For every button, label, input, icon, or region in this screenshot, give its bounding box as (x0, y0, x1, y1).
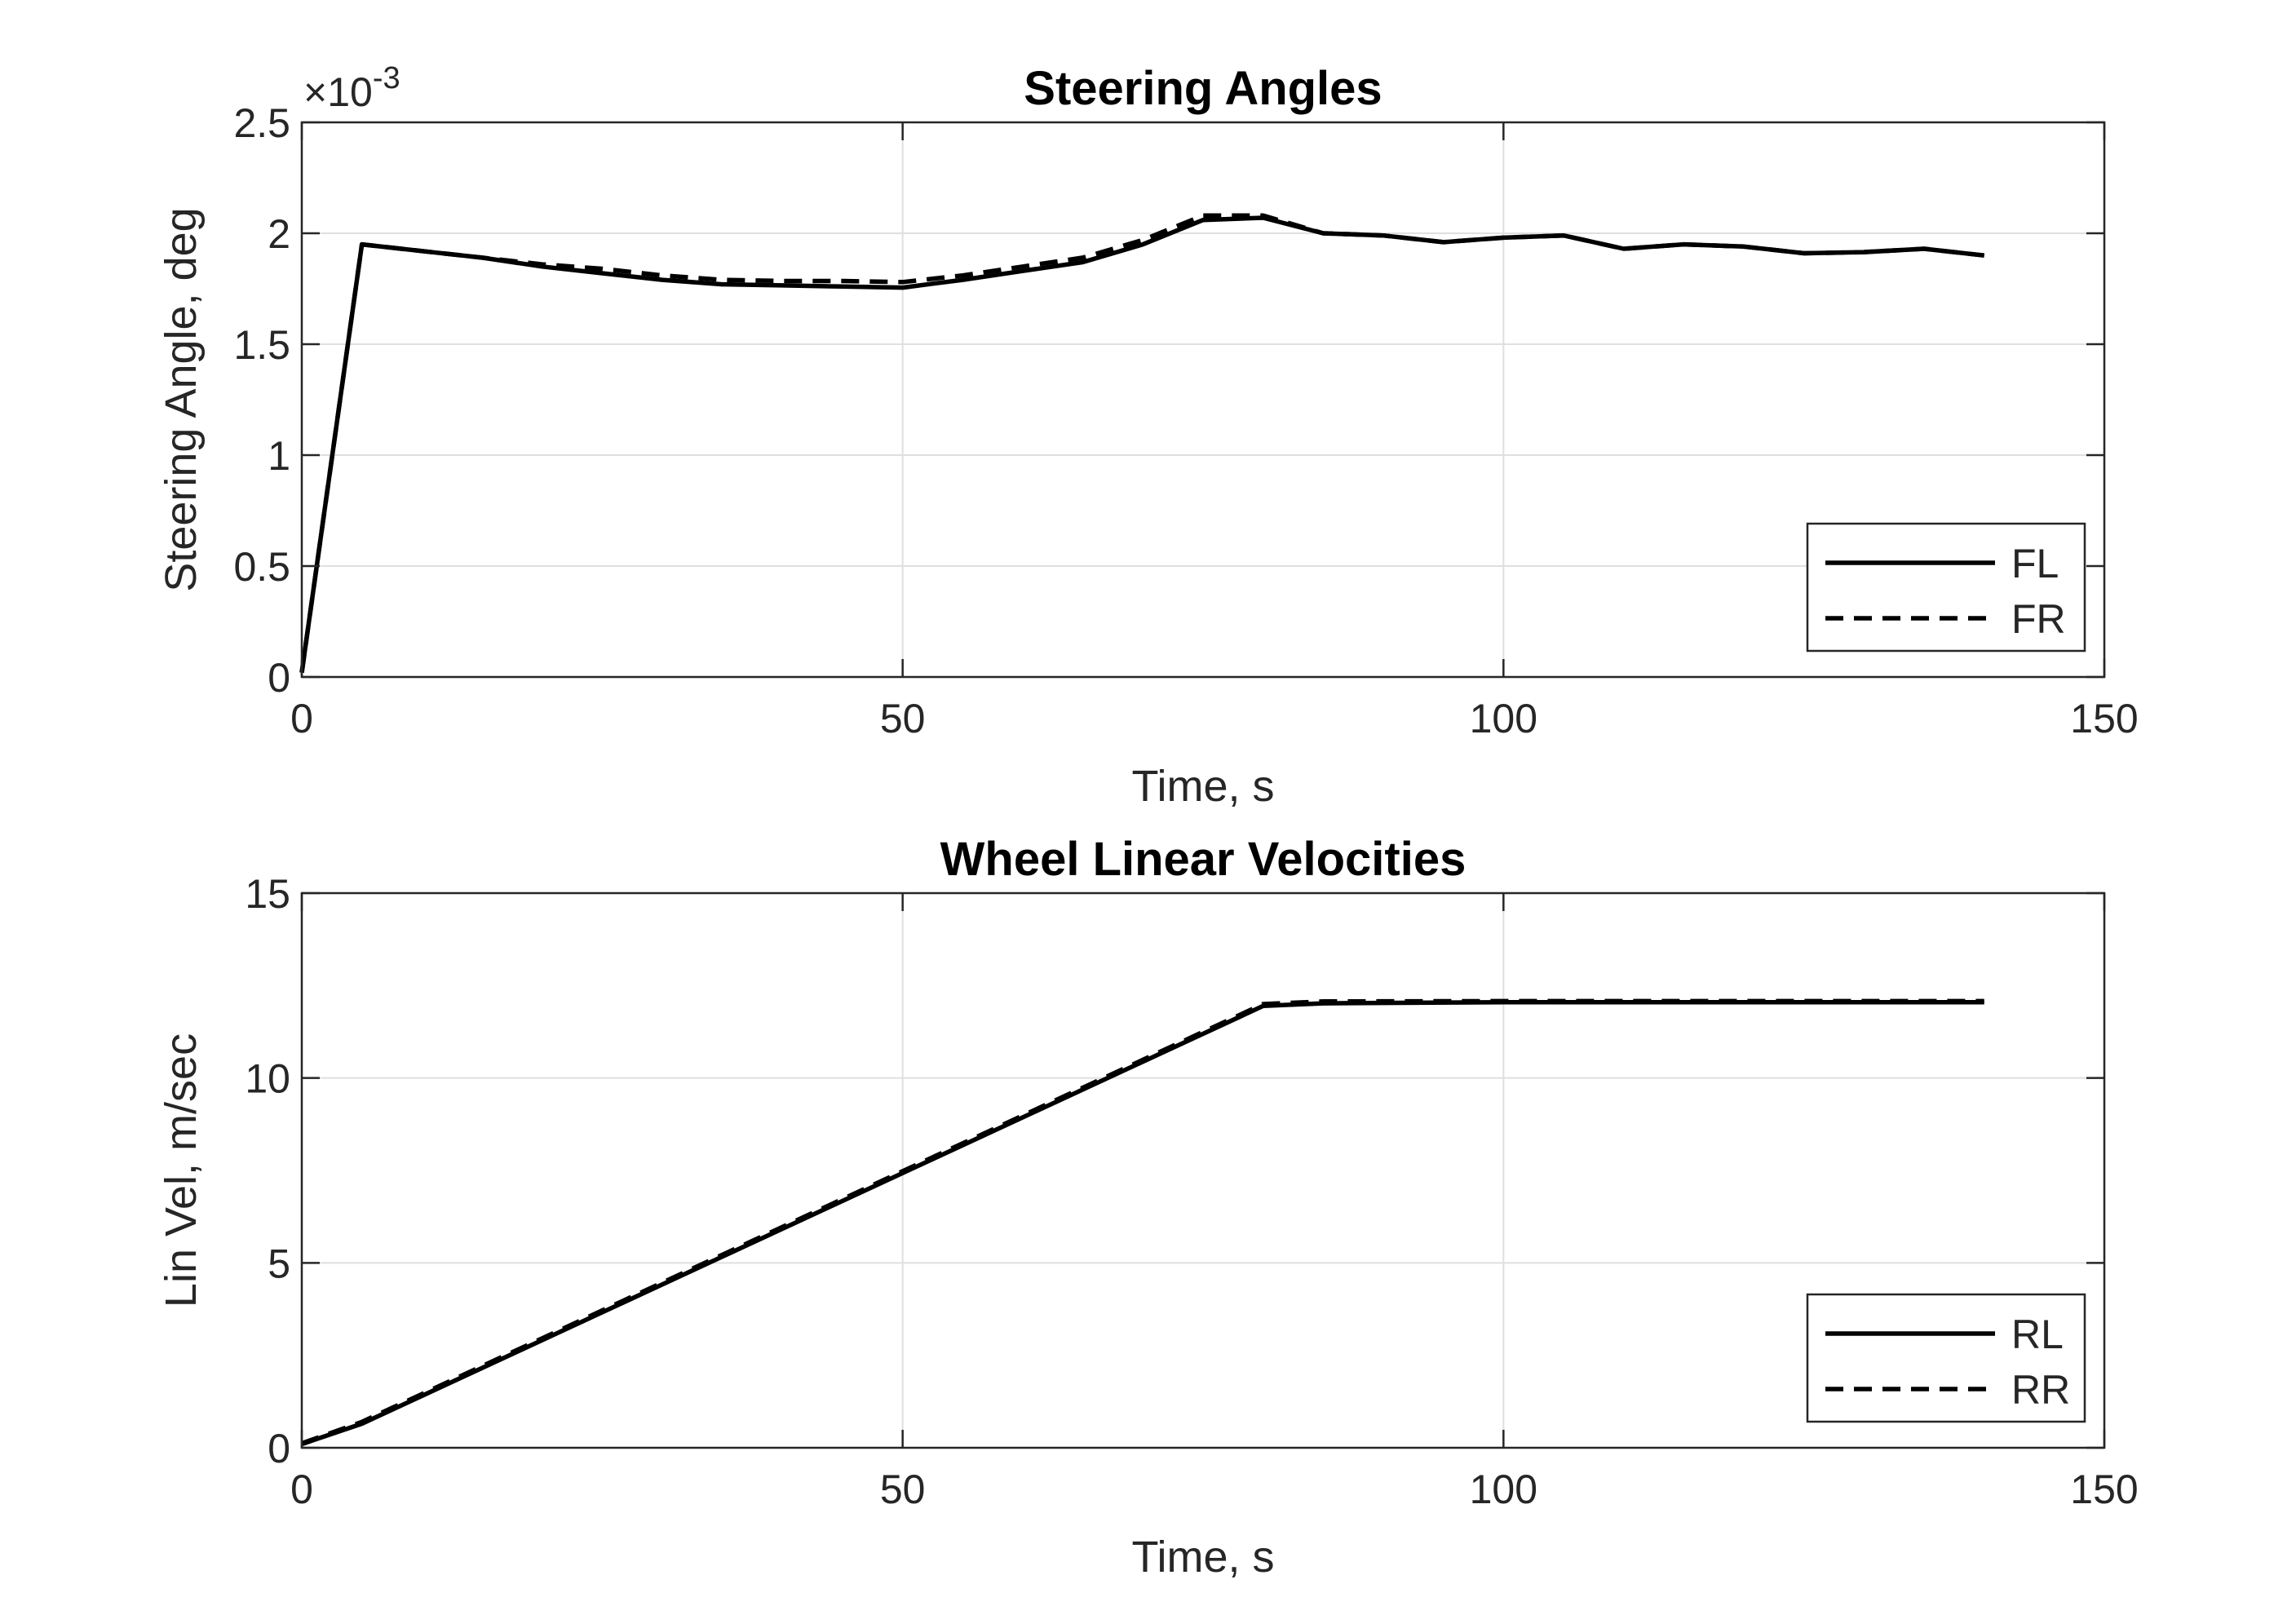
tick-labels: 0 50 100 150 0 0.5 1 1.5 2 2.5 (233, 100, 2138, 741)
y-tick-label: 5 (268, 1241, 290, 1286)
chart-title: Steering Angles (1024, 62, 1382, 115)
ticks (300, 891, 2106, 1449)
y-tick-label: 15 (245, 871, 290, 917)
y-tick-label: 1 (268, 433, 290, 479)
x-tick-label: 150 (2070, 696, 2138, 741)
ticks (300, 121, 2106, 679)
legend-label: RL (2011, 1312, 2064, 1357)
y-tick-label: 2 (268, 211, 290, 257)
legend: RL RR (1806, 1293, 2086, 1423)
gridlines (302, 122, 2104, 677)
legend-label: RR (2011, 1367, 2070, 1413)
exponent-base: ×10 (303, 69, 373, 115)
axes-box (300, 891, 2106, 1449)
y-tick-label: 0 (268, 655, 290, 701)
legend: FL FR (1806, 522, 2086, 653)
x-tick-label: 50 (880, 696, 926, 741)
series-layer (301, 998, 1984, 1447)
legend-label: FR (2011, 596, 2066, 642)
tick-labels: 0 50 100 150 0 5 10 15 (245, 871, 2138, 1512)
steering-angles-chart: 0 50 100 150 0 0.5 1 1.5 2 2.5 Steering Angles Ti… (157, 61, 2139, 811)
y-tick-label: 0.5 (233, 544, 290, 590)
x-tick-label: 0 (290, 696, 313, 741)
chart-title: Wheel Linear Velocities (940, 833, 1467, 886)
y-tick-label: 0 (268, 1426, 290, 1471)
y-tick-label: 10 (245, 1056, 290, 1102)
exponent-power: -3 (373, 61, 400, 95)
x-tick-label: 100 (1470, 1467, 1537, 1512)
x-tick-label: 0 (290, 1467, 313, 1512)
legend-label: FL (2011, 541, 2059, 586)
y-axis-label: Steering Angle, deg (157, 207, 206, 591)
series-line-fl (299, 215, 1985, 673)
y-tick-label: 2.5 (233, 100, 290, 146)
axes-box (300, 121, 2106, 679)
legend-box (1806, 522, 2086, 653)
x-axis-label: Time, s (1132, 1533, 1275, 1582)
x-tick-label: 100 (1470, 696, 1537, 741)
y-tick-label: 1.5 (233, 322, 290, 368)
x-axis-label: Time, s (1132, 762, 1275, 811)
x-tick-label: 50 (880, 1467, 926, 1512)
series-layer (299, 213, 1985, 673)
y-axis-label: Lin Vel, m/sec (157, 1033, 206, 1307)
series-line-rr (301, 998, 1984, 1446)
y-axis-exponent: ×10-3 (303, 61, 400, 115)
x-tick-label: 150 (2070, 1467, 2138, 1512)
legend-box (1806, 1293, 2086, 1423)
